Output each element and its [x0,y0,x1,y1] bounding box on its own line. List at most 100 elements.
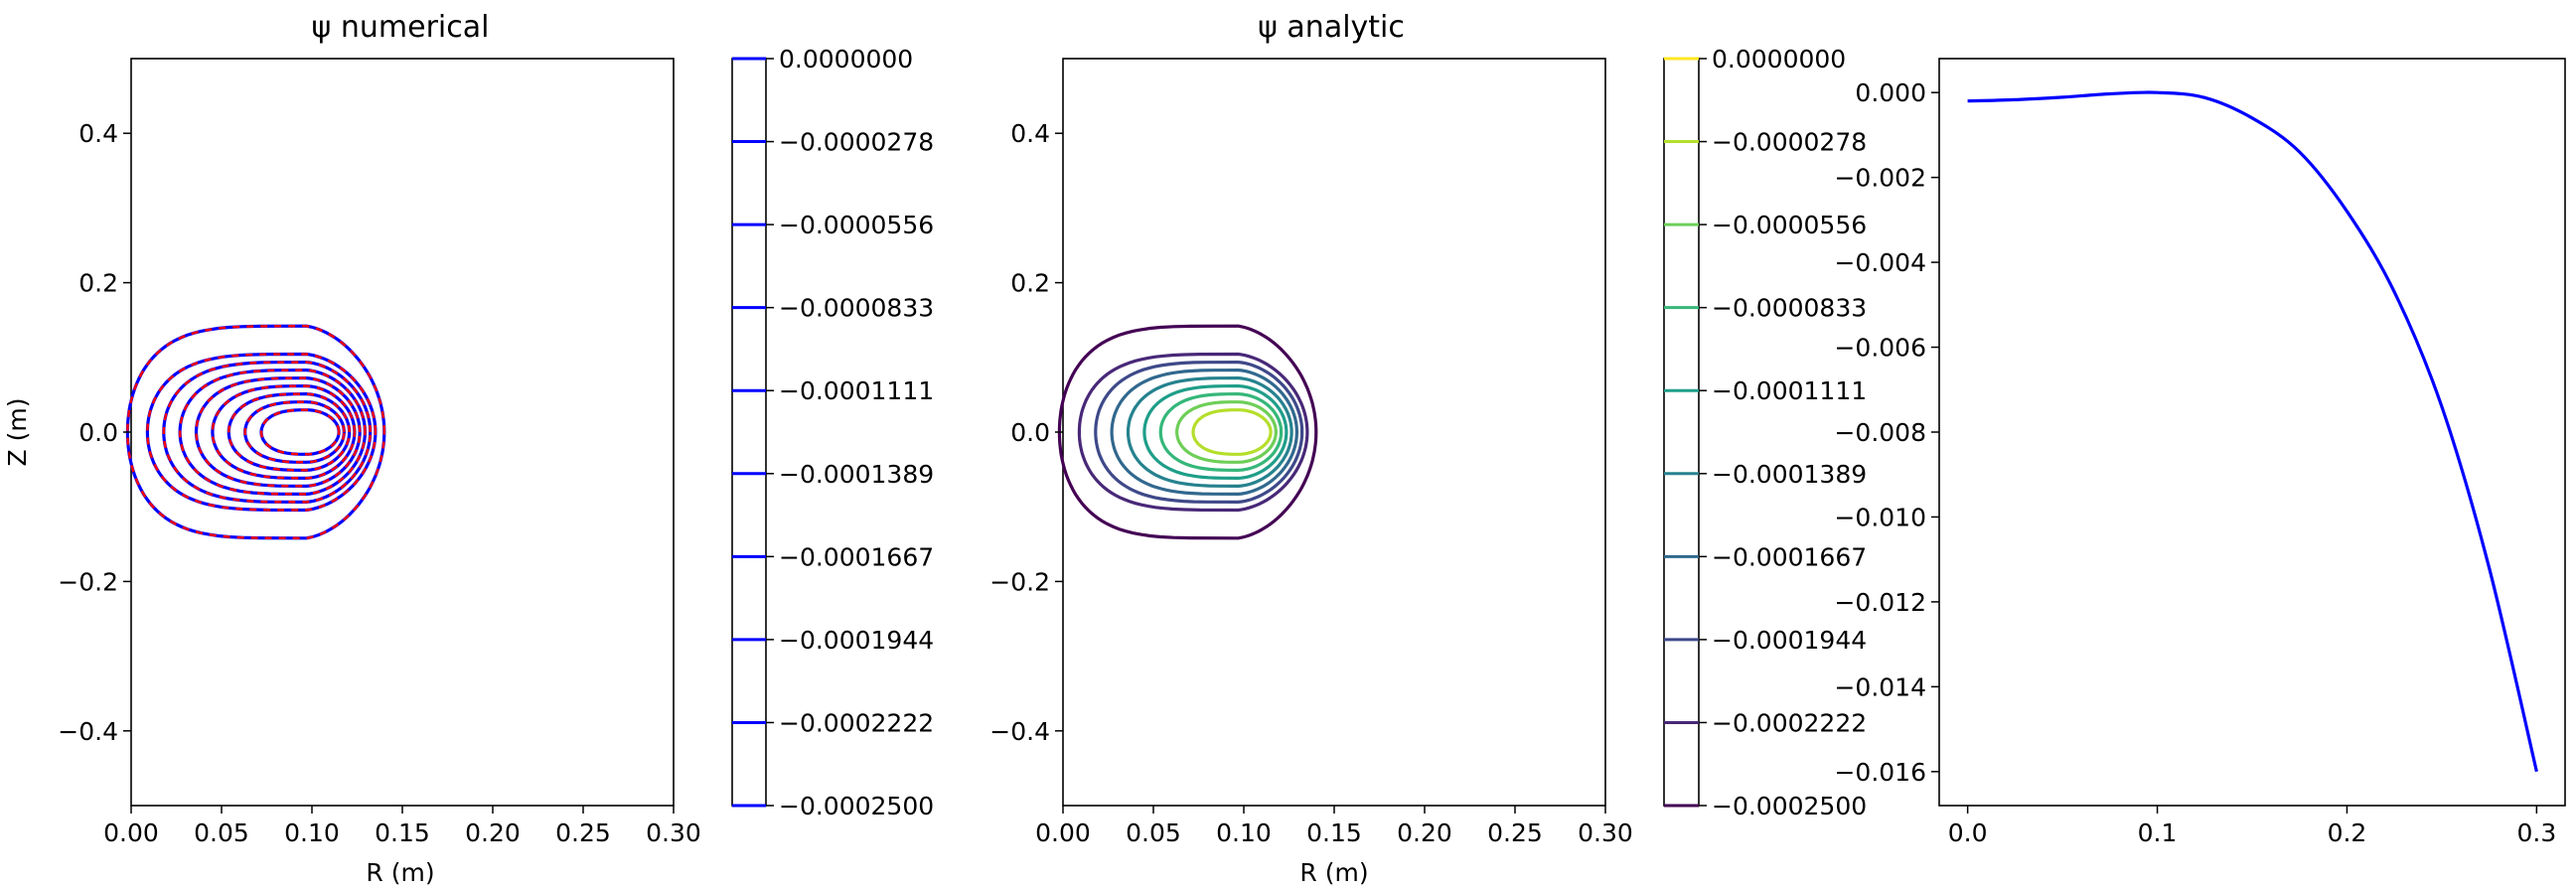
numerical-y-tick-label: 0.0 [78,418,118,447]
numerical-contour-panel: ψ numerical 0.00 0.05 0.10 0.15 0.20 0.25 0.30… [3,10,701,887]
contour-line [1175,400,1279,464]
analytic-y-tick-label: 0.2 [1010,269,1050,298]
contour-line [1158,391,1284,473]
analytic-contours [1057,324,1318,540]
numerical-x-tick-label: 0.15 [375,818,430,847]
analytic-colorbar: 0.0000000 −0.0000278 −0.0000556 −0.0000833 −… [1663,45,1867,820]
numerical-plot-title: ψ numerical [312,10,490,45]
analytic-x-ticks: 0.00 0.05 0.10 0.15 0.20 0.25 0.30 [1035,806,1633,847]
line-plot-panel: 0.0 0.1 0.2 0.3 0.000 −0.002 −0.004 −0.006 −0.0… [1834,58,2566,847]
line-x-tick-label: 0.3 [2516,818,2556,847]
colorbar-tick-label: −0.0000556 [779,211,934,239]
analytic-x-tick-label: 0.10 [1216,818,1272,847]
colorbar-tick-label: −0.0001389 [1712,460,1867,489]
numerical-x-tick-label: 0.20 [465,818,521,847]
line-y-tick-label: −0.002 [1834,164,1926,193]
analytic-x-tick-label: 0.20 [1397,818,1452,847]
colorbar-tick-label: 0.0000000 [1712,45,1846,74]
colorbar-tick-label: −0.0001111 [1712,376,1867,405]
contour-line [125,324,386,540]
line-x-tick-label: 0.0 [1948,818,1988,847]
line-y-tick-label: −0.016 [1834,758,1926,787]
analytic-y-tick-label: 0.0 [1010,418,1050,447]
contour-line [1142,383,1288,481]
numerical-y-ticks: 0.4 0.2 0.0 −0.2 −0.4 [58,119,131,746]
contour-overlay-line [211,384,357,480]
contour-overlay-line [178,369,367,496]
analytic-y-ticks: 0.4 0.2 0.0 −0.2 −0.4 [989,119,1063,746]
numerical-colorbar-frame [731,58,767,807]
line-x-tick-label: 0.1 [2138,818,2178,847]
contour-line [227,391,352,473]
colorbar-tick-label: −0.0001111 [779,376,934,405]
contour-overlay-line [227,392,351,472]
analytic-x-tick-label: 0.30 [1578,818,1633,847]
numerical-y-axis-label: Z (m) [3,398,32,467]
line-y-tick-label: −0.006 [1834,334,1926,363]
colorbar-tick-label: −0.0000278 [1712,128,1867,157]
line-y-tick-label: −0.010 [1834,503,1926,531]
numerical-colorbar: 0.0000000 −0.0000278 −0.0000556 −0.0000833 −… [731,45,934,820]
colorbar-tick-label: −0.0000833 [1712,294,1867,323]
contour-line [1110,368,1299,497]
colorbar-tick-label: −0.0001667 [1712,542,1867,571]
analytic-y-tick-label: 0.4 [1010,119,1050,148]
contour-overlay-line [146,353,378,512]
numerical-x-axis-label: R (m) [366,858,434,887]
line-y-tick-label: −0.014 [1834,672,1926,701]
line-y-tick-label: −0.004 [1834,248,1926,277]
colorbar-tick-label: −0.0000833 [779,294,934,323]
numerical-x-tick-label: 0.00 [103,818,159,847]
colorbar-tick-label: −0.0001389 [779,460,934,489]
analytic-colorbar-frame [1663,58,1700,807]
line-plot-frame [1938,58,2566,807]
numerical-x-tick-label: 0.25 [555,818,611,847]
colorbar-tick-label: −0.0002222 [779,708,934,737]
contour-overlay-line [259,408,341,456]
contour-line [1094,360,1304,505]
line-y-ticks: 0.000 −0.002 −0.004 −0.006 −0.008 −0.010 −0.01… [1834,78,1939,787]
colorbar-tick-label: −0.0000556 [1712,211,1867,239]
contour-line [1077,352,1309,513]
analytic-x-axis-label: R (m) [1299,858,1368,887]
contour-line [1126,375,1293,489]
contour-line [211,383,357,481]
analytic-x-tick-label: 0.15 [1306,818,1362,847]
numerical-contours [125,324,386,540]
numerical-y-tick-label: 0.2 [78,269,118,298]
contour-line [194,375,362,489]
analytic-y-tick-label: −0.2 [989,567,1050,596]
colorbar-tick-label: −0.0001667 [779,542,934,571]
contour-overlay-line [162,361,372,504]
analytic-contour-panel: ψ analytic 0.00 0.05 0.10 0.15 0.20 0.25 0.30 … [989,10,1633,887]
colorbar-tick-label: −0.0002222 [1712,708,1867,737]
contour-overlay-line [243,400,346,464]
line-x-ticks: 0.0 0.1 0.2 0.3 [1948,806,2556,847]
colorbar-tick-label: −0.0000278 [779,128,934,157]
analytic-plot-title: ψ analytic [1258,10,1405,45]
line-y-tick-label: 0.000 [1855,78,1926,107]
series-line [1967,90,2538,773]
contour-line [1191,408,1273,456]
contour-overlay-line [126,324,386,540]
analytic-x-tick-label: 0.05 [1126,818,1181,847]
numerical-colorbar-items: 0.0000000 −0.0000278 −0.0000556 −0.0000833 −… [732,45,934,820]
analytic-y-tick-label: −0.4 [989,717,1050,746]
numerical-x-tick-label: 0.30 [646,818,701,847]
colorbar-tick-label: −0.0002500 [779,792,934,820]
line-y-tick-label: −0.008 [1834,418,1926,447]
numerical-x-tick-label: 0.10 [284,818,340,847]
colorbar-tick-label: −0.0001944 [1712,626,1867,655]
line-series [1967,90,2538,773]
numerical-y-tick-label: −0.2 [58,567,118,596]
analytic-x-tick-label: 0.25 [1487,818,1543,847]
line-y-tick-label: −0.012 [1834,588,1926,617]
numerical-x-ticks: 0.00 0.05 0.10 0.15 0.20 0.25 0.30 [103,806,701,847]
line-x-tick-label: 0.2 [2328,818,2367,847]
numerical-y-tick-label: 0.4 [78,119,118,148]
analytic-x-tick-label: 0.00 [1035,818,1091,847]
numerical-x-tick-label: 0.05 [194,818,249,847]
colorbar-tick-label: 0.0000000 [779,45,913,74]
contour-line [1057,324,1318,540]
